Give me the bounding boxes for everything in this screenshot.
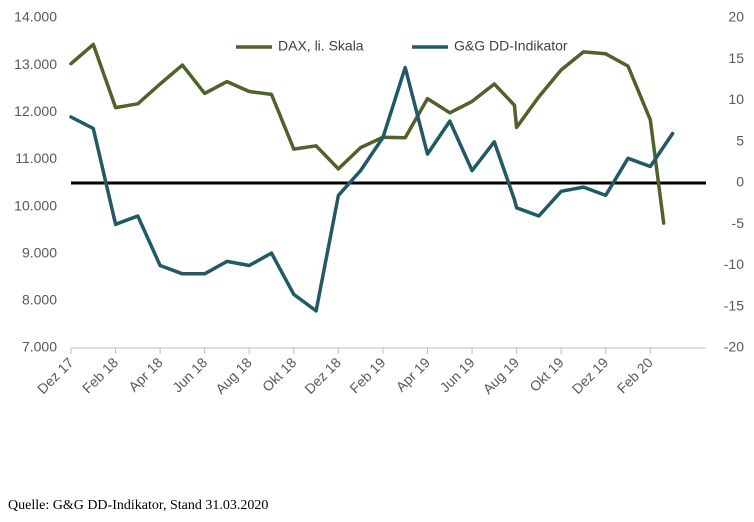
legend: DAX, li. Skala G&G DD-Indikator [236,38,568,54]
x-tick-label: Dez 17 [34,354,77,397]
y-left-tick-label: 12.000 [14,103,57,119]
x-tick-label: Aug 18 [212,354,255,397]
y-right-tick-label: -20 [724,339,744,355]
source-note: Quelle: G&G DD-Indikator, Stand 31.03.20… [8,498,269,513]
y-right-tick-label: -10 [724,256,744,272]
y-right-tick-label: 5 [736,132,744,148]
y-right-tick-label: 20 [728,9,744,25]
y-left-tick-label: 10.000 [14,197,57,213]
x-tick-label: Feb 19 [346,354,388,396]
series-line-dax [69,42,666,225]
series-line-gg-dd-indikator [69,65,675,313]
x-tick-label: Jun 19 [437,354,478,395]
y-left-tick-label: 7.000 [22,339,57,355]
y-right-tick-label: 10 [728,91,744,107]
x-tick-label: Dez 19 [569,354,612,397]
x-tick-label: Feb 18 [79,354,121,396]
x-tick-label: Feb 20 [614,354,656,396]
y-axis-left: 7.000 8.000 9.000 10.000 11.000 12.000 13.000 1… [14,9,57,355]
y-right-tick-label: -5 [732,215,745,231]
x-tick-label: Dez 18 [301,354,344,397]
y-right-tick-label: 0 [736,174,744,190]
y-right-tick-label: 15 [728,50,744,66]
y-left-tick-label: 13.000 [14,56,57,72]
y-right-tick-label: -15 [724,297,744,313]
x-tick-label: Aug 19 [480,354,523,397]
y-left-tick-label: 8.000 [22,292,57,308]
y-left-tick-label: 9.000 [22,244,57,260]
y-axis-right: -20 -15 -10 -5 0 5 10 15 20 [724,9,744,355]
x-tick-label: Okt 18 [259,354,300,395]
legend-label: G&G DD-Indikator [454,38,568,54]
series-group [69,42,675,313]
x-tick-label: Okt 19 [526,354,567,395]
x-tick-label: Apr 18 [125,354,166,395]
x-axis: Dez 17 Feb 18 Apr 18 Jun 18 Aug 18 Okt 18 Dez … [34,347,706,397]
y-left-tick-label: 11.000 [15,150,57,166]
y-left-tick-label: 14.000 [14,9,57,25]
x-tick-label: Apr 19 [393,354,434,395]
legend-label: DAX, li. Skala [278,38,364,54]
x-tick-label: Jun 18 [169,354,210,395]
